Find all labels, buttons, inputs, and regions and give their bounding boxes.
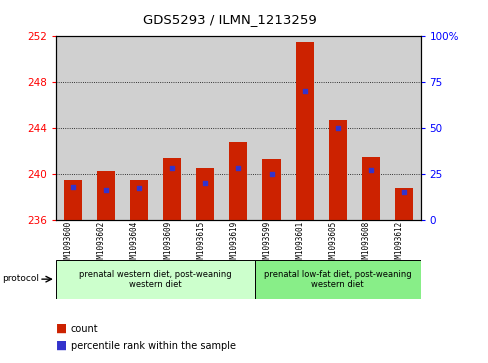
- Bar: [97, 171, 115, 220]
- Text: ■: ■: [56, 339, 67, 352]
- Bar: [254, 260, 420, 299]
- Text: GSM1093612: GSM1093612: [394, 221, 403, 267]
- Bar: [56, 260, 254, 299]
- Bar: [229, 142, 247, 220]
- Point: [366, 167, 374, 173]
- Point: [201, 180, 209, 186]
- Bar: [196, 168, 214, 220]
- Text: count: count: [71, 323, 98, 334]
- Point: [168, 166, 176, 171]
- Bar: [130, 180, 148, 220]
- Text: GDS5293 / ILMN_1213259: GDS5293 / ILMN_1213259: [142, 13, 316, 26]
- Text: GSM1093601: GSM1093601: [295, 221, 304, 267]
- Point: [234, 166, 242, 171]
- Bar: [361, 156, 379, 220]
- Text: ■: ■: [56, 322, 67, 335]
- Text: GSM1093604: GSM1093604: [130, 221, 139, 267]
- Bar: [262, 159, 280, 220]
- Text: GSM1093619: GSM1093619: [229, 221, 238, 267]
- Text: GSM1093605: GSM1093605: [328, 221, 337, 267]
- Point: [135, 185, 142, 191]
- Bar: [328, 120, 346, 220]
- Point: [102, 187, 110, 193]
- Text: prenatal western diet, post-weaning
western diet: prenatal western diet, post-weaning west…: [79, 270, 231, 289]
- Bar: [394, 188, 412, 220]
- Point: [300, 88, 308, 94]
- Text: GSM1093600: GSM1093600: [63, 221, 73, 267]
- Text: GSM1093615: GSM1093615: [196, 221, 205, 267]
- Point: [267, 171, 275, 177]
- Text: protocol: protocol: [2, 274, 40, 283]
- Bar: [295, 42, 313, 220]
- Point: [69, 184, 77, 189]
- Text: percentile rank within the sample: percentile rank within the sample: [71, 340, 235, 351]
- Text: GSM1093602: GSM1093602: [97, 221, 106, 267]
- Text: prenatal low-fat diet, post-weaning
western diet: prenatal low-fat diet, post-weaning west…: [264, 270, 411, 289]
- Bar: [63, 180, 81, 220]
- Bar: [163, 158, 181, 220]
- Point: [333, 125, 341, 131]
- Text: GSM1093599: GSM1093599: [262, 221, 271, 267]
- Text: GSM1093608: GSM1093608: [361, 221, 370, 267]
- Text: GSM1093609: GSM1093609: [163, 221, 172, 267]
- Point: [399, 189, 407, 195]
